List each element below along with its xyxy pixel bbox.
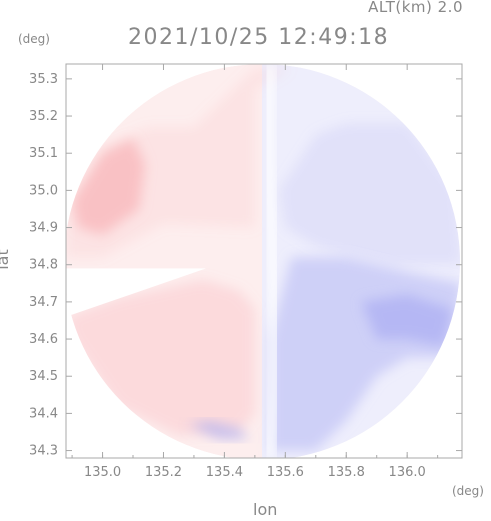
plot-frame (65, 63, 463, 459)
y-tick-label: 35.2 (29, 109, 58, 124)
altitude-label: ALT(km) 2.0 (368, 0, 463, 16)
x-tick-label: 136.0 (389, 465, 426, 480)
x-tick-label: 135.0 (84, 465, 121, 480)
x-axis-unit: (deg) (452, 484, 484, 498)
y-tick-label: 35.1 (29, 146, 58, 161)
velocity-region-3 (72, 138, 146, 235)
blank-sector (66, 268, 207, 317)
velocity-region-7 (187, 420, 249, 440)
x-tick-label: 135.4 (206, 465, 243, 480)
x-axis-label: lon (253, 500, 278, 519)
x-tick-label: 135.6 (267, 465, 304, 480)
velocity-region-4 (279, 123, 460, 265)
y-tick-label: 34.9 (29, 221, 58, 236)
y-tick-label: 34.3 (29, 444, 58, 459)
velocity-region-6 (361, 294, 453, 347)
y-tick-label: 34.6 (29, 332, 58, 347)
x-tick-label: 135.2 (145, 465, 182, 480)
timestamp-title: 2021/10/25 12:49:18 (128, 25, 390, 50)
y-tick-label: 35.0 (29, 183, 58, 198)
x-tick-label: 135.8 (328, 465, 365, 480)
y-tick-label: 35.3 (29, 72, 58, 87)
y-tick-label: 34.5 (29, 369, 58, 384)
y-tick-label: 34.4 (29, 406, 58, 421)
zero-velocity-band (262, 64, 281, 458)
y-tick-label: 34.7 (29, 295, 58, 310)
y-tick-label: 34.8 (29, 258, 58, 273)
y-axis-unit: (deg) (18, 32, 50, 46)
